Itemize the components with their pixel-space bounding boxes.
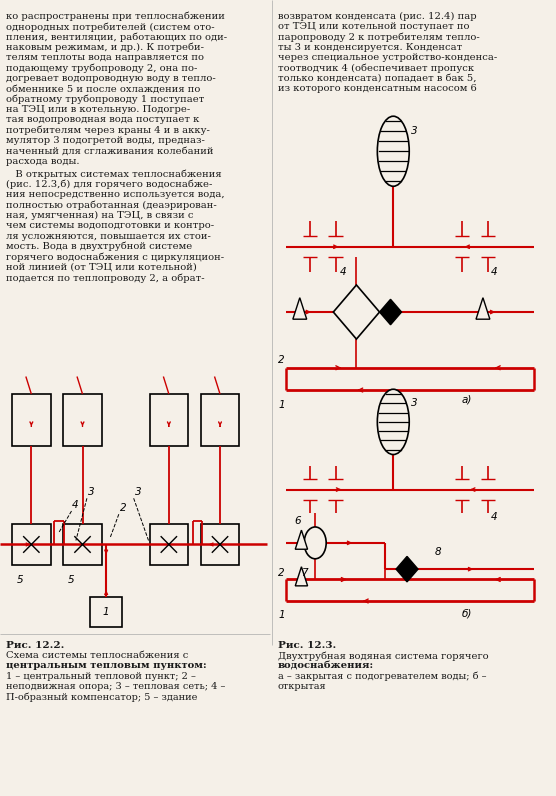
Text: ния непосредственно используется вода,: ния непосредственно используется вода, (6, 190, 224, 199)
Text: 4: 4 (491, 267, 498, 277)
Bar (63, 524, 102, 565)
Text: 1: 1 (279, 611, 285, 621)
Text: ты 3 и конденсируется. Конденсат: ты 3 и конденсируется. Конденсат (278, 43, 462, 52)
Bar (12, 524, 51, 565)
Text: полностью отработанная (деаэрирован-: полностью отработанная (деаэрирован- (6, 201, 216, 210)
Text: паропроводу 2 к потребителям тепло-: паропроводу 2 к потребителям тепло- (278, 33, 479, 42)
Text: наковым режимам, и др.). К потреби-: наковым режимам, и др.). К потреби- (6, 43, 203, 53)
Bar (63, 394, 102, 446)
Bar (12, 394, 51, 446)
Text: Двухтрубная водяная система горячего: Двухтрубная водяная система горячего (278, 651, 488, 661)
Text: неподвижная опора; 3 – тепловая сеть; 4 –: неподвижная опора; 3 – тепловая сеть; 4 … (6, 682, 225, 691)
Text: потребителям через краны 4 и в акку-: потребителям через краны 4 и в акку- (6, 126, 210, 135)
Bar (201, 524, 239, 565)
Text: 4: 4 (491, 512, 498, 522)
Text: 4: 4 (339, 267, 346, 277)
Text: подается по теплопроводу 2, а обрат-: подается по теплопроводу 2, а обрат- (6, 273, 204, 283)
Text: тоотводчик 4 (обеспечивает пропуск: тоотводчик 4 (обеспечивает пропуск (278, 64, 474, 73)
Text: только конденсата) попадает в бак 5,: только конденсата) попадает в бак 5, (278, 74, 476, 83)
Polygon shape (334, 285, 380, 339)
Polygon shape (476, 298, 490, 319)
Text: б): б) (462, 609, 473, 619)
Bar (201, 394, 239, 446)
Text: водоснабжения:: водоснабжения: (278, 661, 374, 670)
Text: 5: 5 (17, 575, 23, 585)
Text: ля усложняются, повышается их стои-: ля усложняются, повышается их стои- (6, 232, 210, 240)
Text: обратному трубопроводу 1 поступает: обратному трубопроводу 1 поступает (6, 95, 204, 104)
Text: от ТЭЦ или котельной поступает по: от ТЭЦ или котельной поступает по (278, 22, 469, 31)
Ellipse shape (378, 116, 409, 186)
Bar (90, 597, 122, 627)
Text: В открытых системах теплоснабжения: В открытых системах теплоснабжения (6, 170, 221, 179)
Text: 5: 5 (68, 575, 75, 585)
Bar (150, 394, 188, 446)
Text: однородных потребителей (систем ото-: однородных потребителей (систем ото- (6, 22, 214, 32)
Text: возвратом конденсата (рис. 12.4) пар: возвратом конденсата (рис. 12.4) пар (278, 12, 476, 21)
Text: из которого конденсатным насосом 6: из которого конденсатным насосом 6 (278, 84, 476, 93)
Text: 2: 2 (120, 503, 127, 513)
Polygon shape (295, 530, 307, 549)
Text: 6: 6 (294, 516, 301, 526)
Text: расхода воды.: расхода воды. (6, 157, 79, 166)
Text: 3: 3 (88, 487, 95, 498)
Text: 4: 4 (72, 500, 78, 510)
Text: центральным тепловым пунктом:: центральным тепловым пунктом: (6, 661, 206, 670)
Text: Рис. 12.3.: Рис. 12.3. (278, 641, 336, 650)
Text: обменнике 5 и после охлаждения по: обменнике 5 и после охлаждения по (6, 84, 200, 93)
Text: догревает водопроводную воду в тепло-: догревает водопроводную воду в тепло- (6, 74, 215, 83)
Polygon shape (295, 567, 307, 586)
Text: а): а) (462, 395, 473, 405)
Text: наченный для сглаживания колебаний: наченный для сглаживания колебаний (6, 146, 213, 155)
Text: 7: 7 (301, 568, 308, 579)
Polygon shape (396, 556, 418, 582)
Text: 8: 8 (435, 547, 441, 557)
Text: горячего водоснабжения с циркуляцион-: горячего водоснабжения с циркуляцион- (6, 252, 224, 262)
Text: а – закрытая с подогревателем воды; б –: а – закрытая с подогревателем воды; б – (278, 672, 486, 681)
Text: ная, умягченная) на ТЭЦ, в связи с: ная, умягченная) на ТЭЦ, в связи с (6, 211, 193, 220)
Text: (рис. 12.3,б) для горячего водоснабже-: (рис. 12.3,б) для горячего водоснабже- (6, 180, 212, 189)
Text: 1: 1 (103, 607, 110, 617)
Text: Рис. 12.2.: Рис. 12.2. (6, 641, 64, 650)
Text: пления, вентиляции, работающих по оди-: пления, вентиляции, работающих по оди- (6, 33, 227, 42)
Text: 3: 3 (411, 126, 418, 136)
Circle shape (304, 527, 326, 559)
Text: на ТЭЦ или в котельную. Подогре-: на ТЭЦ или в котельную. Подогре- (6, 105, 190, 114)
Polygon shape (380, 299, 401, 325)
Text: тая водопроводная вода поступает к: тая водопроводная вода поступает к (6, 115, 199, 124)
Polygon shape (293, 298, 307, 319)
Text: ной линией (от ТЭЦ или котельной): ной линией (от ТЭЦ или котельной) (6, 263, 196, 271)
Text: чем системы водоподготовки и контро-: чем системы водоподготовки и контро- (6, 221, 214, 230)
Text: через специальное устройство-конденса-: через специальное устройство-конденса- (278, 53, 497, 62)
Text: 1 – центральный тепловой пункт; 2 –: 1 – центральный тепловой пункт; 2 – (6, 672, 195, 681)
Text: телям теплоты вода направляется по: телям теплоты вода направляется по (6, 53, 203, 62)
Text: П-образный компенсатор; 5 – здание: П-образный компенсатор; 5 – здание (6, 693, 197, 702)
Text: 2: 2 (279, 355, 285, 365)
Text: 3: 3 (411, 398, 418, 408)
Text: открытая: открытая (278, 682, 326, 691)
Ellipse shape (378, 389, 409, 455)
Text: 2: 2 (279, 568, 285, 578)
Bar (150, 524, 188, 565)
Text: 3: 3 (135, 487, 141, 498)
Text: Схема системы теплоснабжения с: Схема системы теплоснабжения с (6, 651, 188, 660)
Text: ко распространены при теплоснабжении: ко распространены при теплоснабжении (6, 12, 225, 21)
Text: подающему трубопроводу 2, она по-: подающему трубопроводу 2, она по- (6, 64, 197, 73)
Text: 1: 1 (279, 400, 285, 410)
Text: мость. Вода в двухтрубной системе: мость. Вода в двухтрубной системе (6, 242, 192, 252)
Text: мулятор 3 подогретой воды, предназ-: мулятор 3 подогретой воды, предназ- (6, 136, 205, 145)
